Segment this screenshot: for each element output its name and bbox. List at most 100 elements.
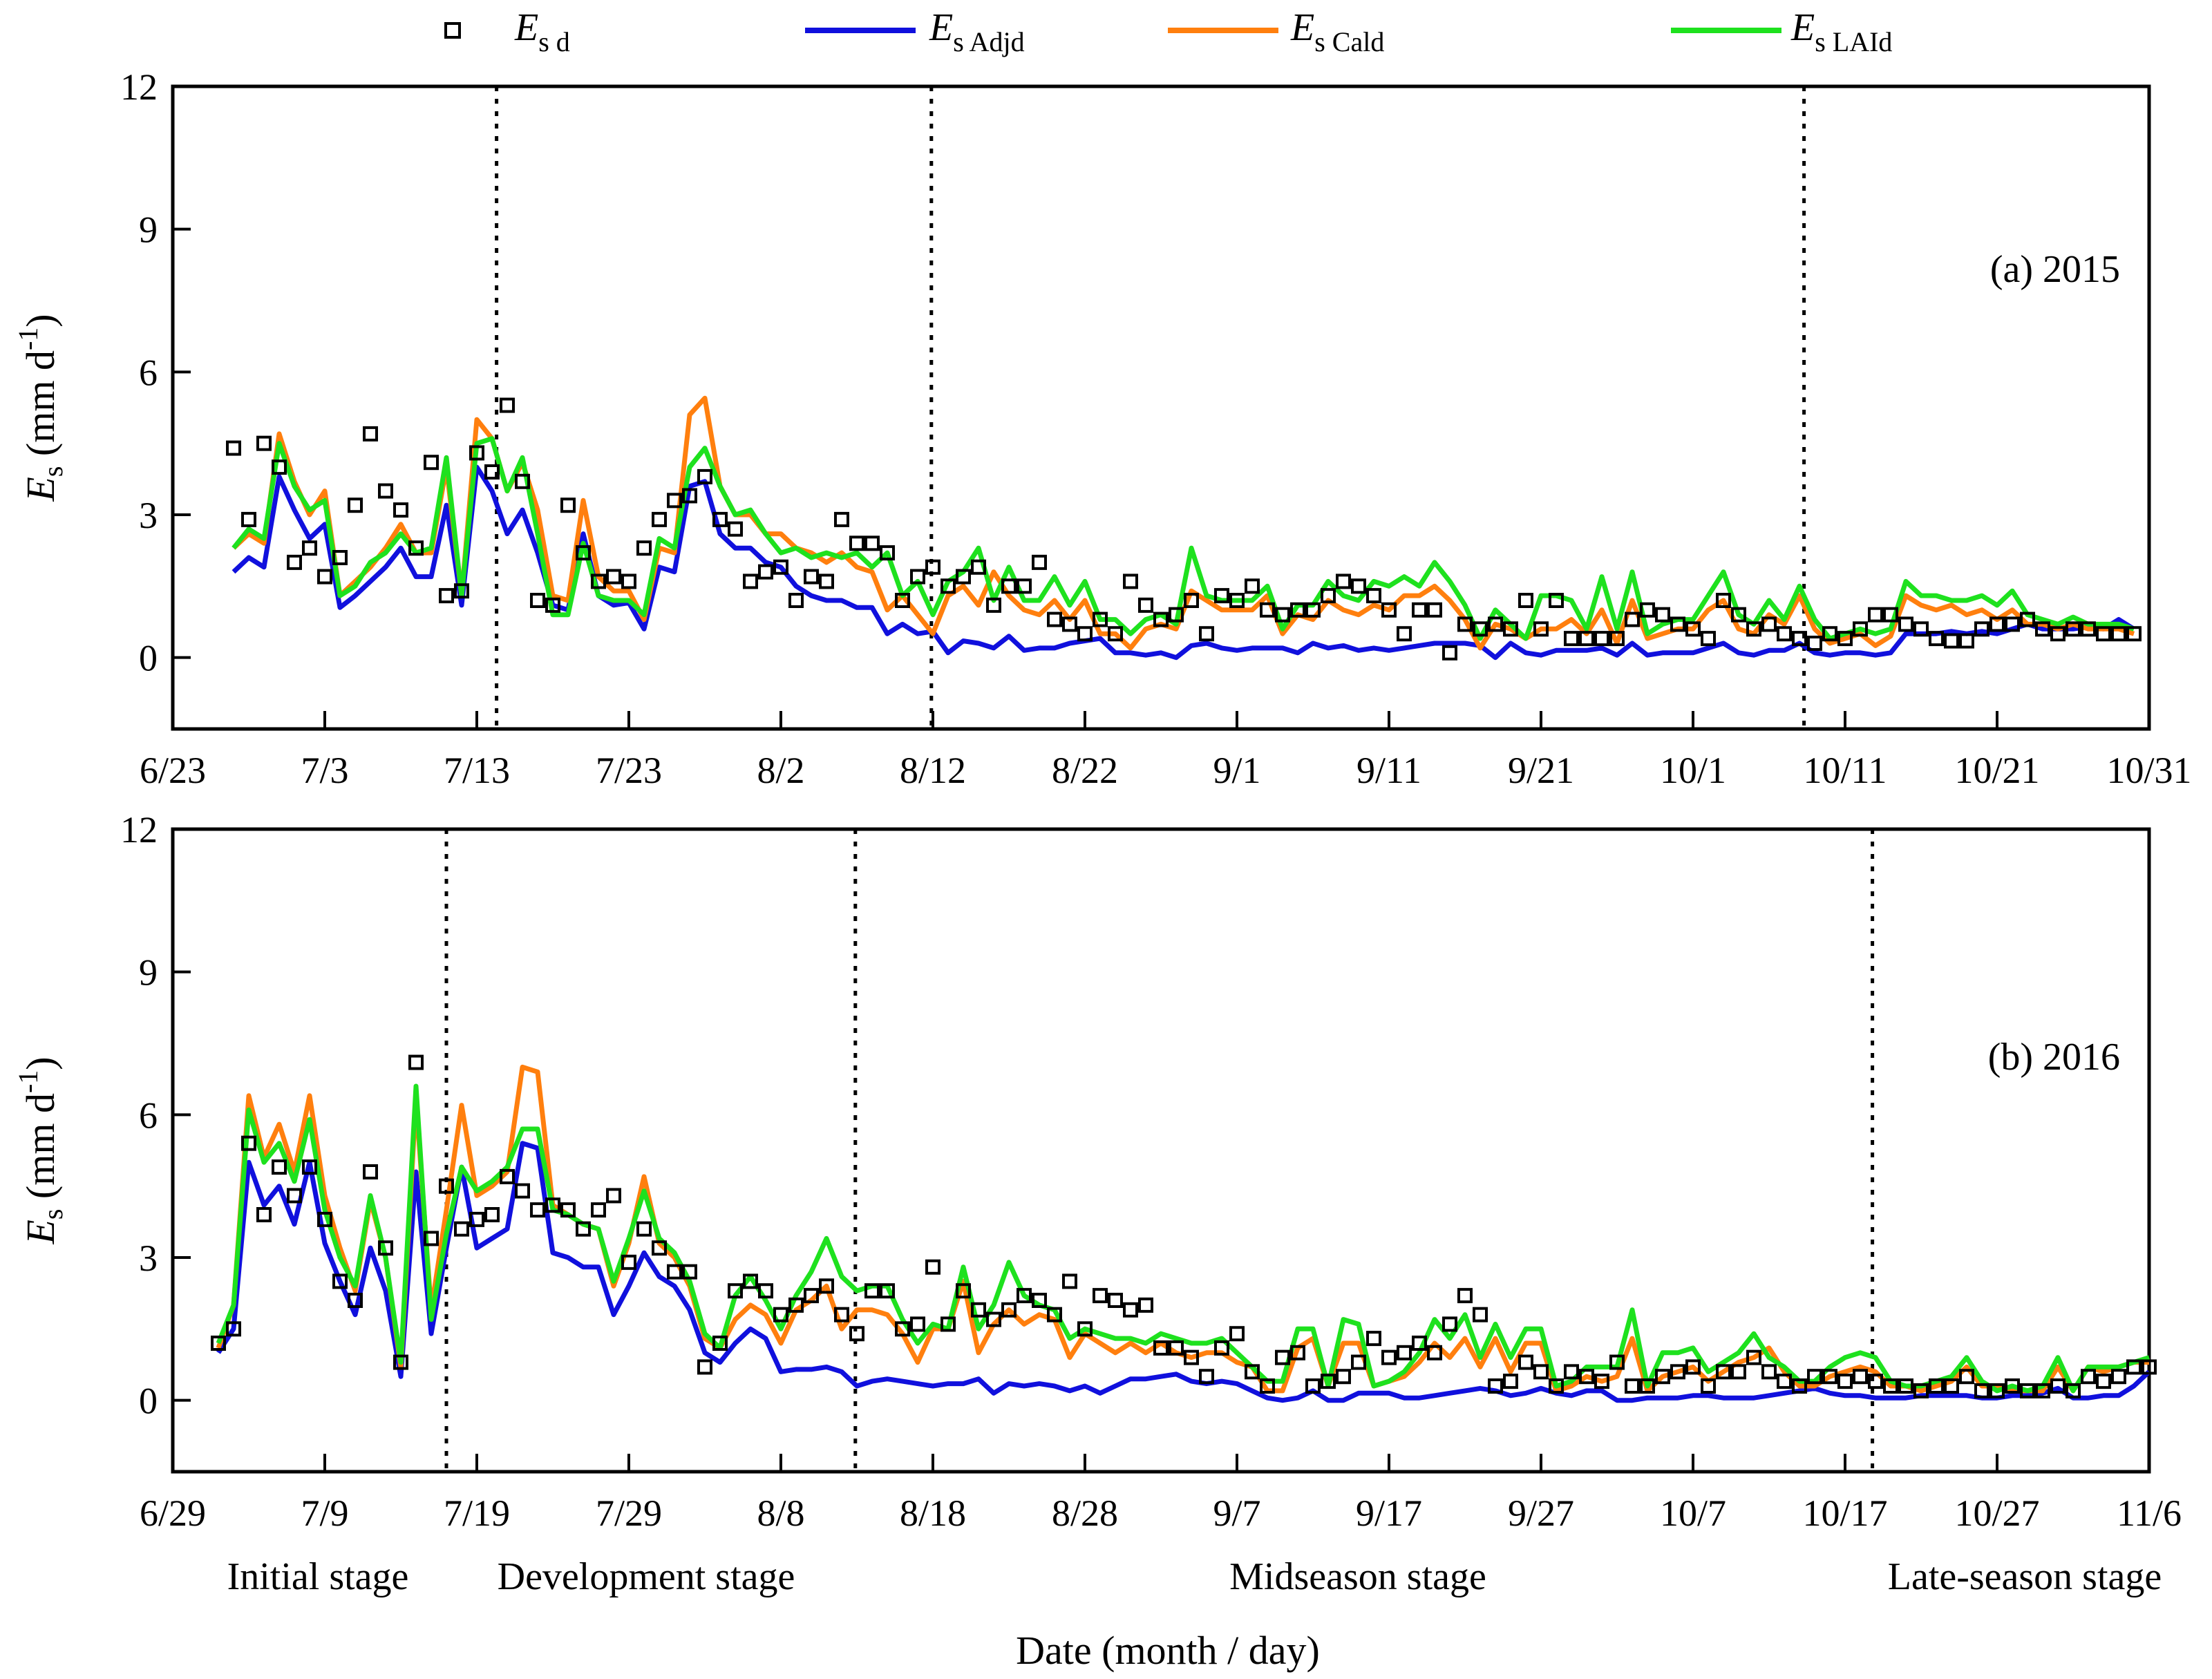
measured-point bbox=[1883, 607, 1898, 623]
x-tick-label: 9/27 bbox=[1508, 1492, 1574, 1534]
measured-point bbox=[545, 1197, 560, 1213]
measured-point bbox=[1518, 593, 1533, 608]
stage-label: Development stage bbox=[498, 1555, 795, 1598]
y-tick-label: 12 bbox=[120, 809, 158, 851]
x-tick-label: 6/29 bbox=[140, 1492, 206, 1534]
panel-2015: 0 3 6 9 12 6/23 7/3 7/13 7/23 8/2 8/12 8/22 9/1 9/11 9… bbox=[12, 66, 2192, 791]
measured-point bbox=[834, 1307, 849, 1322]
measured-point bbox=[2081, 621, 2096, 637]
measured-point bbox=[682, 488, 697, 504]
y-tick-label: 0 bbox=[139, 1381, 158, 1422]
measured-point bbox=[1169, 607, 1184, 623]
measured-point bbox=[1716, 1364, 1731, 1380]
measured-point bbox=[986, 597, 1001, 613]
measured-point bbox=[1108, 626, 1123, 642]
measured-point bbox=[1229, 593, 1245, 608]
measured-point bbox=[1488, 1378, 1503, 1394]
measured-point bbox=[363, 426, 378, 442]
measured-point bbox=[940, 1316, 956, 1332]
measured-point bbox=[1868, 1374, 1883, 1389]
measured-point bbox=[1457, 1288, 1473, 1304]
x-tick-label: 10/31 bbox=[2106, 750, 2191, 791]
measured-point bbox=[1153, 1340, 1169, 1356]
measured-point bbox=[1837, 1374, 1853, 1389]
measured-point bbox=[895, 593, 910, 608]
measured-point bbox=[1214, 588, 1229, 604]
x-tick-label: 9/1 bbox=[1213, 750, 1260, 791]
measured-point bbox=[1397, 626, 1412, 642]
measured-point bbox=[2005, 1378, 2020, 1394]
measured-point bbox=[287, 1188, 302, 1204]
stage-label: Initial stage bbox=[227, 1555, 409, 1598]
measured-point bbox=[1609, 1354, 1625, 1370]
measured-point bbox=[1001, 1302, 1017, 1318]
measured-point bbox=[454, 583, 469, 599]
measured-point bbox=[1640, 1378, 1655, 1394]
measured-point bbox=[773, 1307, 788, 1322]
series-lai-line bbox=[231, 436, 2135, 641]
measured-point bbox=[1853, 621, 1868, 637]
measured-point bbox=[2050, 626, 2066, 642]
measured-point bbox=[1609, 631, 1625, 647]
measured-point bbox=[332, 550, 348, 565]
measured-point bbox=[1062, 1273, 1077, 1289]
measured-point bbox=[1579, 631, 1594, 647]
measured-point bbox=[1290, 602, 1305, 618]
measured-point bbox=[1761, 1364, 1777, 1380]
x-tick-label: 8/12 bbox=[900, 750, 966, 791]
measured-point bbox=[530, 593, 545, 608]
measured-point bbox=[1473, 1307, 1488, 1322]
measured-point bbox=[1792, 631, 1807, 647]
measured-point bbox=[1093, 1288, 1108, 1304]
measured-point bbox=[1883, 1378, 1898, 1394]
measured-point bbox=[773, 559, 788, 575]
measured-point bbox=[1989, 1383, 2005, 1398]
measured-point bbox=[1685, 621, 1701, 637]
measured-point bbox=[2096, 626, 2111, 642]
measured-point bbox=[1822, 626, 1837, 642]
measured-point bbox=[1898, 616, 1913, 632]
measured-point bbox=[1746, 621, 1761, 637]
measured-point bbox=[439, 588, 454, 604]
measured-point bbox=[1564, 1364, 1579, 1380]
measured-point bbox=[1640, 602, 1655, 618]
measured-point bbox=[804, 569, 819, 585]
measured-point bbox=[1898, 1378, 1913, 1394]
measured-point bbox=[1807, 636, 1822, 651]
measured-point bbox=[1503, 621, 1518, 637]
x-tick-label: 7/13 bbox=[444, 750, 510, 791]
y-tick-label: 6 bbox=[139, 352, 158, 393]
measured-point bbox=[1792, 1378, 1807, 1394]
y-axis-title: Es (mm d-1) bbox=[12, 314, 68, 502]
measured-point bbox=[2066, 1383, 2081, 1398]
measured-point bbox=[348, 497, 363, 513]
measured-point bbox=[1944, 1378, 1959, 1394]
measured-point bbox=[1442, 1316, 1457, 1332]
measured-point bbox=[1001, 578, 1017, 594]
measured-point bbox=[2005, 616, 2020, 632]
measured-point bbox=[849, 535, 864, 551]
stage-label: Late-season stage bbox=[1888, 1555, 2162, 1598]
measured-point bbox=[408, 540, 424, 556]
measured-point bbox=[2020, 611, 2035, 627]
x-tick-label: 10/7 bbox=[1660, 1492, 1726, 1534]
measured-point bbox=[1944, 633, 1959, 649]
measured-point bbox=[515, 1183, 530, 1199]
measured-point bbox=[348, 1293, 363, 1308]
measured-point bbox=[606, 569, 621, 585]
measured-point bbox=[469, 1211, 484, 1227]
measured-point bbox=[1655, 607, 1670, 623]
measured-point bbox=[1184, 1349, 1199, 1365]
measured-point bbox=[1305, 1378, 1321, 1394]
measured-point bbox=[697, 468, 712, 484]
measured-point bbox=[1913, 621, 1929, 637]
measured-point bbox=[500, 1168, 515, 1184]
measured-point bbox=[2126, 1359, 2142, 1375]
measured-point bbox=[302, 540, 317, 556]
measured-point bbox=[1822, 1369, 1837, 1385]
measured-point bbox=[1381, 602, 1397, 618]
measured-point bbox=[2111, 1369, 2126, 1385]
measured-point bbox=[1199, 626, 1214, 642]
measured-point bbox=[1427, 602, 1442, 618]
